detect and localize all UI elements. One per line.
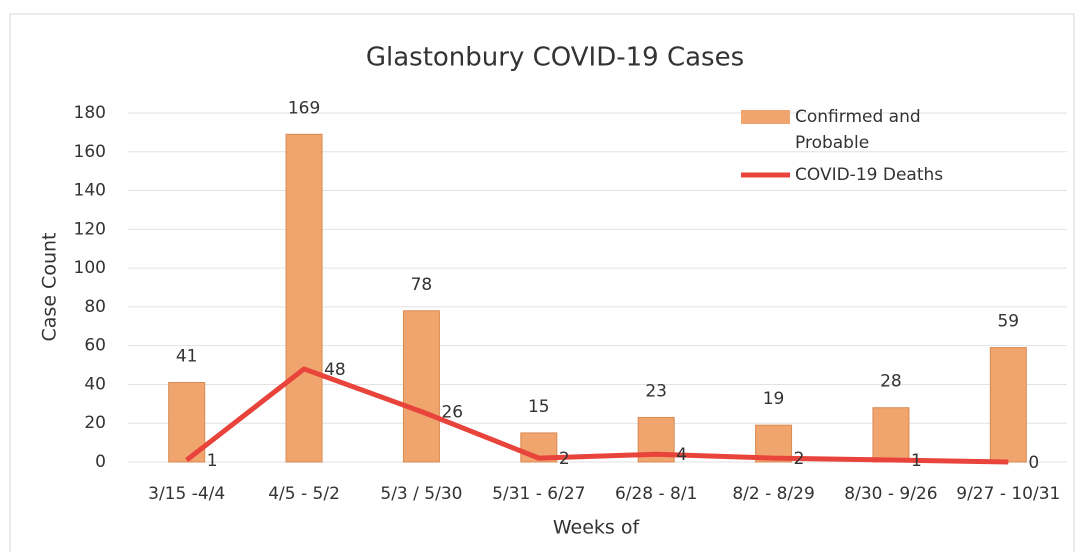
chart-frame [9, 13, 1075, 552]
data-label: 78 [411, 275, 433, 295]
x-tick-label: 4/5 - 5/2 [268, 484, 340, 504]
y-tick-label: 60 [84, 336, 106, 356]
bar [402, 310, 440, 463]
y-tick-label: 0 [95, 452, 106, 472]
y-tick-label: 180 [74, 103, 106, 123]
x-tick-label: 5/3 / 5/30 [380, 484, 462, 504]
data-label: 28 [880, 372, 902, 392]
data-label: 19 [763, 389, 785, 409]
y-tick-label: 100 [74, 258, 106, 278]
data-label: 23 [645, 381, 667, 401]
data-label: 4 [676, 445, 687, 465]
x-tick-label: 3/15 -4/4 [148, 484, 225, 504]
x-tick-label: 5/31 - 6/27 [492, 484, 585, 504]
y-tick-label: 120 [74, 219, 106, 239]
x-tick-label: 6/28 - 8/1 [615, 484, 697, 504]
legend-swatch [741, 110, 790, 124]
y-tick-label: 80 [84, 297, 106, 317]
chart-title: Glastonbury COVID-19 Cases [366, 43, 744, 73]
bar [872, 407, 910, 463]
data-label: 15 [528, 397, 550, 417]
data-label: 41 [176, 347, 198, 367]
x-tick-label: 8/30 - 9/26 [844, 484, 937, 504]
data-label: 2 [794, 449, 805, 469]
line [185, 366, 1009, 465]
data-label: 0 [1028, 453, 1039, 473]
y-tick-label: 40 [84, 374, 106, 394]
data-label: 1 [207, 451, 218, 471]
data-label: 169 [288, 98, 320, 118]
y-tick-label: 140 [74, 181, 106, 201]
x-tick-label: 8/2 - 8/29 [732, 484, 814, 504]
bar [989, 347, 1027, 463]
data-label: 26 [441, 403, 463, 423]
data-label: 59 [997, 312, 1019, 332]
data-label: 1 [911, 451, 922, 471]
data-label: 48 [324, 360, 346, 380]
y-tick-label: 160 [74, 142, 106, 162]
legend-label: COVID-19 Deaths [795, 165, 944, 185]
bar [285, 133, 323, 463]
y-tick-label: 20 [84, 413, 106, 433]
legend-label: Confirmed and Probable [795, 107, 921, 153]
y-axis-label: Case Count [39, 233, 61, 342]
data-label: 2 [559, 449, 570, 469]
x-axis-label: Weeks of [553, 517, 641, 539]
x-tick-label: 9/27 - 10/31 [956, 484, 1060, 504]
